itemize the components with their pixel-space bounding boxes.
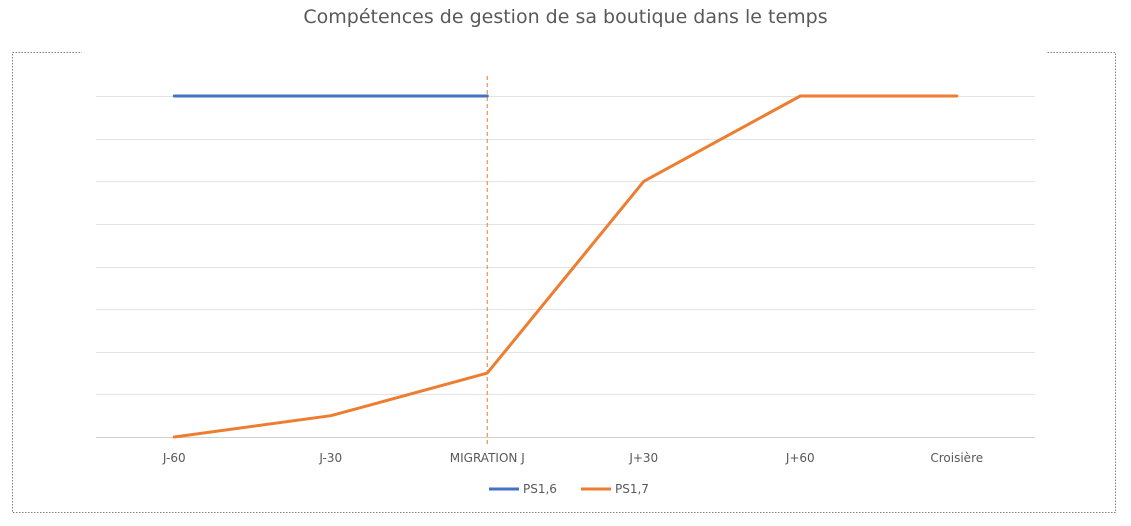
x-tick-label: Croisière	[930, 451, 983, 465]
chart-title: Compétences de gestion de sa boutique da…	[303, 6, 828, 28]
chart-frame	[12, 52, 1116, 513]
x-tick-label: J-60	[162, 451, 186, 465]
x-tick-label: J+30	[628, 451, 658, 465]
x-tick-label: J-30	[318, 451, 342, 465]
title-frame-gap	[82, 48, 1046, 57]
series-line-2	[172, 94, 959, 439]
x-tick-label: J+60	[785, 451, 815, 465]
legend-label-1: PS1,6	[523, 482, 557, 496]
legend-label-2: PS1,7	[615, 482, 649, 496]
x-tick-label: MIGRATION J	[450, 451, 525, 465]
